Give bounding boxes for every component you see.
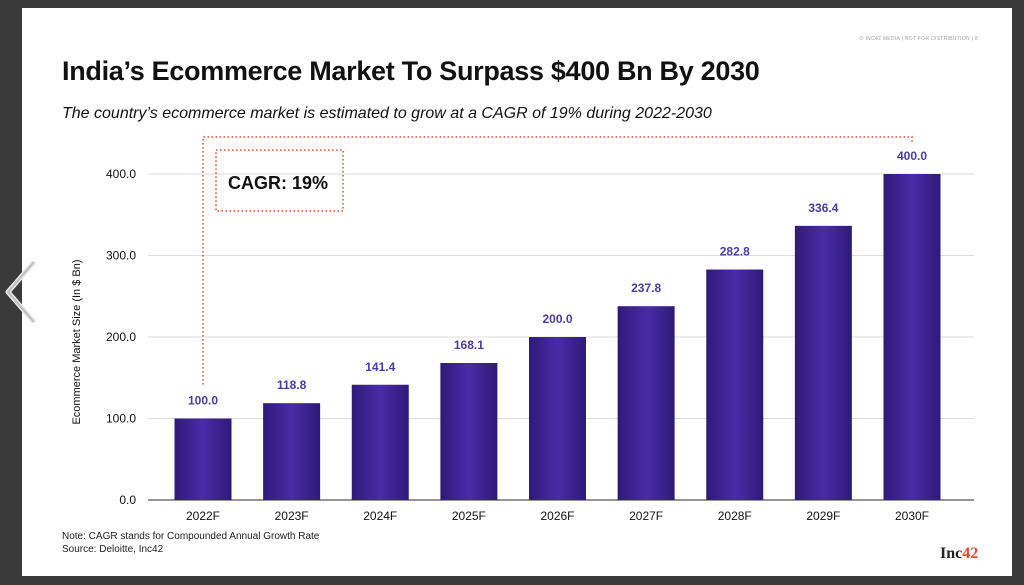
data-label: 400.0 (897, 149, 927, 163)
page-subtitle: The country’s ecommerce market is estima… (62, 105, 712, 122)
x-tick-label: 2026F (540, 509, 574, 523)
bar-2025F (440, 362, 498, 500)
bar-2029F (794, 225, 852, 501)
bar-2022F (174, 418, 232, 500)
bar-2030F (883, 174, 941, 500)
bar-2028F (706, 269, 764, 500)
bar-chart: 0.0 100.0 200.0 300.0 400.0 100.0 2022F 118.8 2… (71, 136, 974, 523)
chevron-left-icon[interactable] (0, 256, 40, 336)
bar-2024F (351, 384, 409, 500)
inc42-logo: Inc42 (940, 545, 978, 563)
bar-2026F (529, 337, 586, 500)
footnote: Note: CAGR stands for Compounded Annual … (62, 530, 319, 556)
cagr-annotation-label: CAGR: 19% (228, 173, 328, 193)
bar-2023F (263, 403, 321, 500)
data-label: 237.8 (631, 281, 661, 295)
y-tick-label: 300.0 (106, 249, 136, 263)
note-text: Note: CAGR stands for Compounded Annual … (62, 531, 320, 542)
data-label: 200.0 (542, 312, 572, 326)
x-tick-label: 2023F (275, 509, 309, 523)
x-tick-label: 2029F (806, 509, 840, 523)
bar-2027F (617, 306, 675, 500)
logo-text: Inc (940, 545, 963, 562)
data-label: 118.8 (277, 378, 307, 392)
page-title: India’s Ecommerce Market To Surpass $400… (62, 56, 760, 86)
data-label: 100.0 (188, 394, 218, 408)
x-tick-label: 2030F (895, 509, 929, 523)
y-tick-label: 100.0 (106, 412, 136, 426)
x-tick-label: 2024F (363, 509, 397, 523)
data-label: 141.4 (365, 360, 395, 374)
x-tick-label: 2025F (452, 509, 486, 523)
x-tick-label: 2027F (629, 509, 663, 523)
cagr-annotation: CAGR: 19% (215, 149, 344, 212)
y-tick-label: 200.0 (106, 330, 136, 344)
source-text: Source: Deloitte, Inc42 (62, 544, 164, 555)
y-tick-label: 0.0 (119, 493, 136, 507)
y-tick-label: 400.0 (106, 167, 136, 181)
data-label: 282.8 (720, 245, 750, 259)
watermark: © INC42 MEDIA | NOT FOR DISTRIBUTION | 8 (859, 36, 978, 42)
data-label: 336.4 (808, 201, 838, 215)
logo-accent: 42 (962, 545, 979, 562)
slide: © INC42 MEDIA | NOT FOR DISTRIBUTION | 8… (22, 8, 1012, 576)
x-tick-label: 2022F (186, 509, 220, 523)
data-label: 168.1 (454, 338, 484, 352)
x-tick-label: 2028F (718, 509, 752, 523)
y-axis-label: Ecommerce Market Size (In $ Bn) (71, 259, 83, 424)
